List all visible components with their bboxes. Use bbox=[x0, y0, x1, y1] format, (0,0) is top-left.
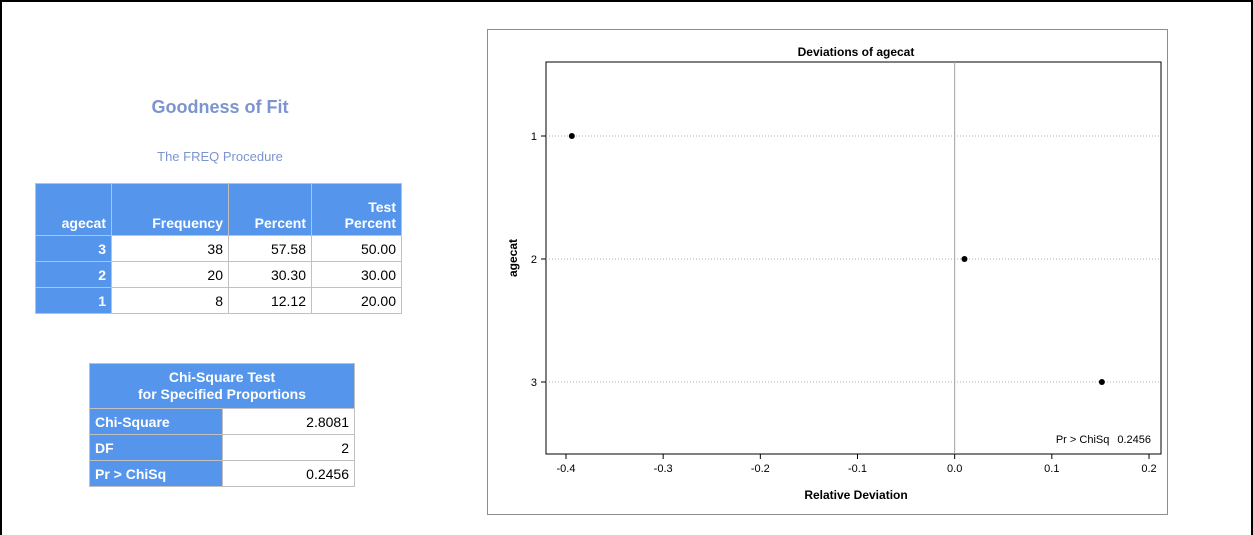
inset-value: 0.2456 bbox=[1117, 434, 1151, 446]
stat-value: 2.8081 bbox=[222, 408, 355, 435]
y-tick-label: 2 bbox=[531, 254, 537, 266]
cell-test-percent: 50.00 bbox=[311, 235, 402, 262]
header-test-percent-line1: Test bbox=[368, 199, 396, 215]
gridlines bbox=[546, 135, 1161, 383]
stat-label: Chi-Square bbox=[89, 408, 223, 435]
cell-frequency: 38 bbox=[111, 235, 229, 262]
plot-area bbox=[545, 61, 1162, 455]
cell-percent: 12.12 bbox=[228, 287, 312, 314]
x-tick-label: -0.2 bbox=[751, 463, 770, 475]
x-tick-label: 0.0 bbox=[947, 463, 962, 475]
x-tick-label: -0.3 bbox=[654, 463, 673, 475]
row-agecat: 2 bbox=[35, 261, 112, 288]
header-agecat: agecat bbox=[35, 183, 112, 236]
x-tick-label: 0.2 bbox=[1141, 463, 1156, 475]
data-point bbox=[568, 133, 575, 139]
stat-label: Pr > ChiSq bbox=[89, 460, 223, 487]
deviation-plot-frame bbox=[487, 29, 1168, 515]
table-row: 3 38 57.58 50.00 bbox=[35, 235, 402, 262]
report-title: Goodness of Fit bbox=[151, 97, 289, 117]
data-points bbox=[568, 133, 1105, 385]
x-tick-label: -0.4 bbox=[557, 463, 576, 475]
data-point bbox=[1098, 379, 1105, 385]
cell-frequency: 20 bbox=[111, 261, 229, 288]
header-frequency: Frequency bbox=[111, 183, 229, 236]
cell-percent: 30.30 bbox=[228, 261, 312, 288]
y-tick-label: 3 bbox=[531, 377, 537, 389]
chi-square-table: Chi-Square Test for Specified Proportion… bbox=[89, 363, 355, 487]
chi-square-caption-line2: for Specified Proportions bbox=[137, 386, 306, 402]
table-row: DF 2 bbox=[89, 434, 355, 461]
table-row: 2 20 30.30 30.00 bbox=[35, 261, 402, 288]
stat-label: DF bbox=[89, 434, 223, 461]
inset-pvalue: Pr > ChiSq 0.2456 bbox=[1056, 434, 1151, 446]
cell-frequency: 8 bbox=[111, 287, 229, 314]
stat-value: 0.2456 bbox=[222, 460, 355, 487]
x-axis-label: Relative Deviation bbox=[804, 488, 907, 502]
table-row: Pr > ChiSq 0.2456 bbox=[89, 460, 355, 487]
page-frame-top bbox=[0, 0, 1253, 2]
chart-title: Deviations of agecat bbox=[798, 45, 915, 59]
cell-test-percent: 30.00 bbox=[311, 261, 402, 288]
page-frame-left bbox=[0, 0, 2, 535]
page-frame-right bbox=[1251, 0, 1253, 535]
inset-label: Pr > ChiSq bbox=[1056, 434, 1110, 446]
chi-square-caption-row: Chi-Square Test for Specified Proportion… bbox=[89, 363, 355, 409]
row-agecat: 3 bbox=[35, 235, 112, 262]
cell-test-percent: 20.00 bbox=[311, 287, 402, 314]
frequency-table-header-row: agecat Frequency Percent Test Percent bbox=[35, 183, 402, 236]
y-tick-label: 1 bbox=[531, 131, 537, 143]
chi-square-caption-line1: Chi-Square Test bbox=[168, 369, 276, 385]
stat-value: 2 bbox=[222, 434, 355, 461]
data-point bbox=[961, 256, 968, 262]
x-axis-ticks: -0.4 -0.3 -0.2 -0.1 0.0 0.1 0.2 bbox=[557, 454, 1157, 475]
x-tick-label: 0.1 bbox=[1044, 463, 1059, 475]
header-percent: Percent bbox=[228, 183, 312, 236]
chi-square-caption: Chi-Square Test for Specified Proportion… bbox=[89, 363, 355, 409]
header-test-percent: Test Percent bbox=[311, 183, 402, 236]
deviation-plot: Deviations of agecat 123 -0.4 -0.3 -0.2 -0.… bbox=[506, 45, 1162, 502]
y-axis-label: agecat bbox=[506, 239, 520, 277]
cell-percent: 57.58 bbox=[228, 235, 312, 262]
table-row: Chi-Square 2.8081 bbox=[89, 408, 355, 435]
table-row: 1 8 12.12 20.00 bbox=[35, 287, 402, 314]
row-agecat: 1 bbox=[35, 287, 112, 314]
header-test-percent-line2: Percent bbox=[344, 215, 396, 231]
y-axis-ticks: 1 2 3 bbox=[531, 131, 546, 389]
report-subtitle: The FREQ Procedure bbox=[157, 149, 283, 164]
frequency-table: agecat Frequency Percent Test Percent 3 … bbox=[35, 183, 402, 314]
x-tick-label: -0.1 bbox=[848, 463, 867, 475]
